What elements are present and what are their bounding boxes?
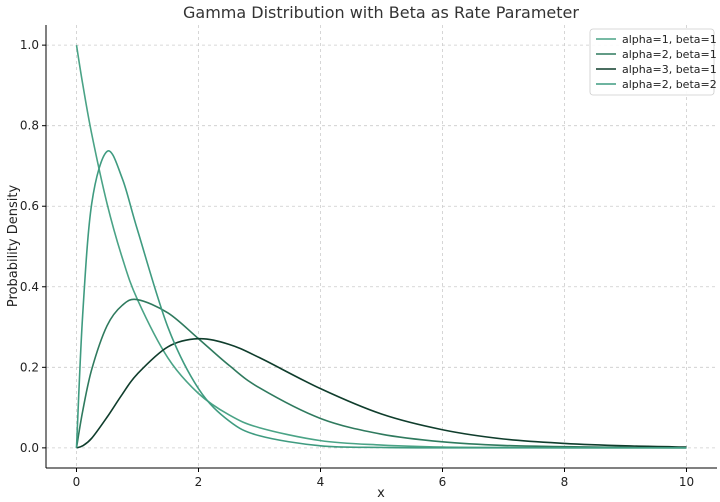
legend: alpha=1, beta=1 alpha=2, beta=1 alpha=3, b… [589,28,717,96]
legend-box [589,28,715,96]
y-tick-label: 0.4 [20,280,39,294]
series-lines [75,45,687,449]
y-axis-label: Probability Density [6,185,21,308]
chart-title: Gamma Distribution with Beta as Rate Par… [183,3,579,22]
axes: 0 2 4 6 8 10 0.0 0.2 0.4 0.6 0.8 1.0 [20,25,717,489]
series-line [75,298,687,449]
series-line [76,337,687,449]
series-line [75,45,687,449]
x-tick-label: 8 [561,475,569,489]
legend-entry-label: alpha=1, beta=1 [622,33,717,46]
x-tick-label: 0 [73,475,81,489]
legend-entry-label: alpha=3, beta=1 [622,63,717,76]
x-tick-label: 6 [439,475,447,489]
x-axis-label: x [377,486,385,501]
y-tick-label: 0.6 [20,199,39,213]
y-tick-label: 0.0 [20,441,39,455]
series-line [75,150,687,449]
x-tick-label: 4 [317,475,325,489]
y-tick-label: 1.0 [20,38,39,52]
x-tick-label: 2 [195,475,203,489]
legend-entry-label: alpha=2, beta=2 [622,78,717,91]
y-tick-label: 0.8 [20,119,39,133]
legend-entry-label: alpha=2, beta=1 [622,48,717,61]
y-tick-label: 0.2 [20,360,39,374]
x-tick-label: 10 [679,475,694,489]
